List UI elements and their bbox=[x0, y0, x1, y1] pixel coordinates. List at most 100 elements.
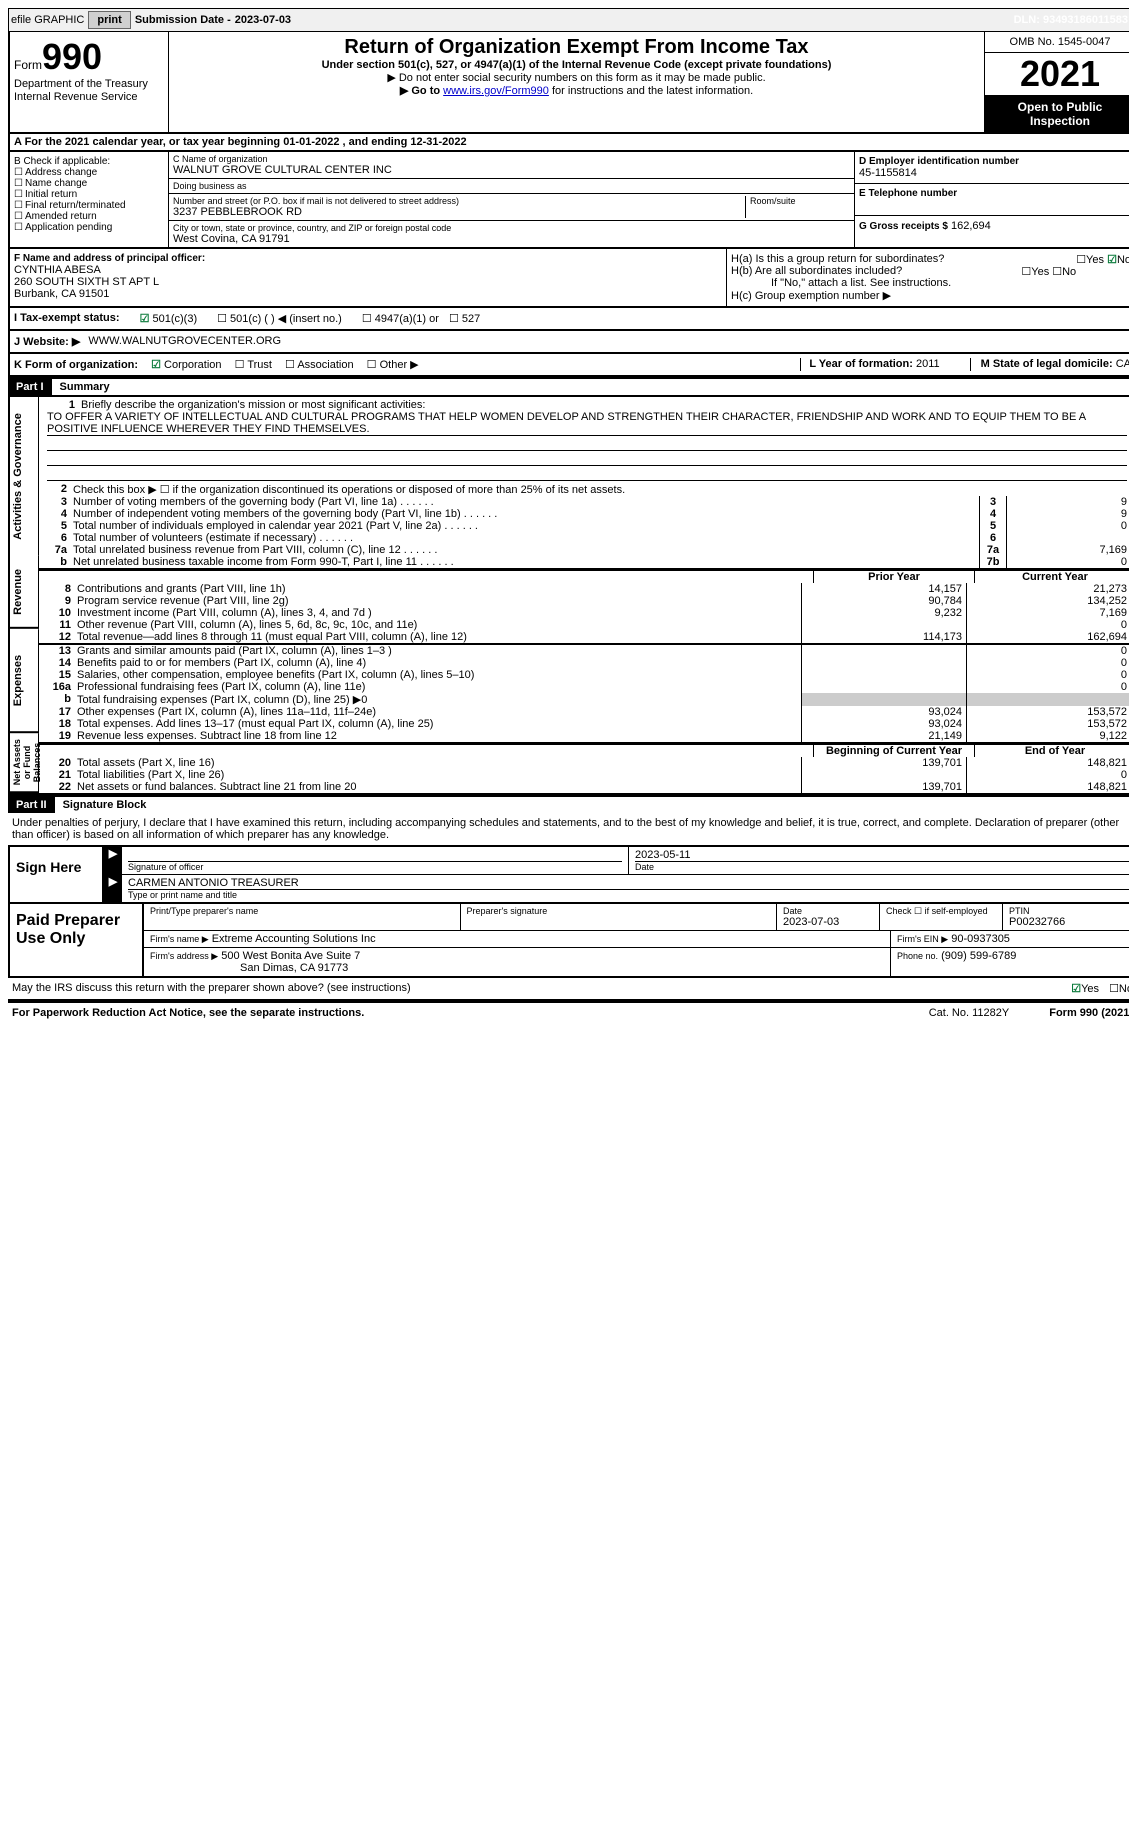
section-fh: F Name and address of principal officer:… bbox=[8, 249, 1129, 308]
summary-line: 21Total liabilities (Part X, line 26)0 bbox=[39, 769, 1129, 781]
note-goto: ▶ Go to www.irs.gov/Form990 for instruct… bbox=[173, 84, 980, 97]
chk-assoc[interactable]: ☐ Association bbox=[285, 359, 354, 371]
hb-note: If "No," attach a list. See instructions… bbox=[731, 277, 1129, 289]
chk-4947[interactable]: ☐ 4947(a)(1) or bbox=[362, 312, 439, 325]
firm-phone: (909) 599-6789 bbox=[941, 950, 1016, 962]
ha-row: H(a) Is this a group return for subordin… bbox=[731, 253, 1129, 265]
prep-date: 2023-07-03 bbox=[783, 916, 873, 928]
expenses-group: 13Grants and similar amounts paid (Part … bbox=[39, 645, 1129, 744]
summary-line: 3Number of voting members of the governi… bbox=[39, 496, 1129, 508]
line2: Check this box ▶ ☐ if the organization d… bbox=[73, 483, 1129, 496]
summary-line: 11Other revenue (Part VIII, column (A), … bbox=[39, 619, 1129, 631]
form-no-footer: Form 990 (2021) bbox=[1049, 1007, 1129, 1019]
chk-501c3[interactable]: ☑ 501(c)(3) bbox=[140, 312, 198, 325]
current-year-head: Current Year bbox=[974, 571, 1129, 583]
eoy-head: End of Year bbox=[974, 745, 1129, 757]
prep-sig-label: Preparer's signature bbox=[467, 906, 771, 916]
summary-line: 5Total number of individuals employed in… bbox=[39, 520, 1129, 532]
vtab-revenue: Revenue bbox=[10, 556, 39, 629]
sig-date: 2023-05-11 bbox=[635, 849, 1129, 861]
form-header: Form990 Department of the Treasury Inter… bbox=[8, 32, 1129, 134]
line1-label: Briefly describe the organization's miss… bbox=[81, 399, 1123, 411]
prep-self-label: Check ☐ if self-employed bbox=[886, 906, 996, 917]
chk-amended[interactable]: ☐Amended return bbox=[14, 211, 164, 222]
paid-preparer-label: Paid Preparer Use Only bbox=[10, 904, 142, 976]
discuss-no[interactable]: ☐No bbox=[1109, 982, 1129, 995]
submission-date: 2023-07-03 bbox=[235, 14, 291, 26]
dln: DLN: 93493186011583 bbox=[1014, 14, 1129, 26]
firm-addr1: 500 West Bonita Ave Suite 7 bbox=[221, 950, 360, 962]
officer-name: CYNTHIA ABESA bbox=[14, 264, 722, 276]
signer-name-label: Type or print name and title bbox=[128, 889, 1129, 900]
summary-line: bNet unrelated business taxable income f… bbox=[39, 556, 1129, 568]
form-number: Form990 bbox=[14, 36, 164, 78]
year-formation: L Year of formation: 2011 bbox=[809, 358, 939, 371]
vtab-expenses: Expenses bbox=[10, 629, 39, 733]
chk-address[interactable]: ☐Address change bbox=[14, 167, 164, 178]
sign-here-block: Sign Here ▶ Signature of officer 2023-05… bbox=[8, 845, 1129, 904]
vtab-activities: Activities & Governance bbox=[10, 397, 39, 556]
mission-text: TO OFFER A VARIETY OF INTELLECTUAL AND C… bbox=[47, 411, 1127, 436]
footer: For Paperwork Reduction Act Notice, see … bbox=[8, 1001, 1129, 1023]
activities-group: 1Briefly describe the organization's mis… bbox=[39, 397, 1129, 570]
tel-value bbox=[859, 199, 1129, 211]
chk-527[interactable]: ☐ 527 bbox=[449, 312, 480, 325]
summary-line: 16aProfessional fundraising fees (Part I… bbox=[39, 681, 1129, 693]
dba-label: Doing business as bbox=[173, 181, 850, 191]
prior-year-head: Prior Year bbox=[813, 571, 974, 583]
irs-link[interactable]: www.irs.gov/Form990 bbox=[443, 85, 549, 97]
row-a-tax-year: A For the 2021 calendar year, or tax yea… bbox=[8, 134, 1129, 152]
part2-header: Part II Signature Block bbox=[8, 795, 1129, 813]
summary-line: 7aTotal unrelated business revenue from … bbox=[39, 544, 1129, 556]
chk-trust[interactable]: ☐ Trust bbox=[235, 359, 272, 371]
officer-addr1: 260 SOUTH SIXTH ST APT L bbox=[14, 276, 722, 288]
sig-intro: Under penalties of perjury, I declare th… bbox=[8, 813, 1129, 845]
col-d-ein: D Employer identification number 45-1155… bbox=[854, 152, 1129, 247]
firm-name-label: Firm's name ▶ bbox=[150, 934, 209, 944]
form-subtitle: Under section 501(c), 527, or 4947(a)(1)… bbox=[173, 59, 980, 71]
paid-preparer-block: Paid Preparer Use Only Print/Type prepar… bbox=[8, 904, 1129, 978]
gross-label: G Gross receipts $ bbox=[859, 221, 948, 232]
hb-row: H(b) Are all subordinates included? ☐Yes… bbox=[731, 265, 1129, 277]
summary-line: 13Grants and similar amounts paid (Part … bbox=[39, 645, 1129, 657]
vtab-netassets: Net Assets or Fund Balances bbox=[10, 733, 39, 793]
arrow-icon: ▶ bbox=[104, 875, 122, 902]
chk-name[interactable]: ☐Name change bbox=[14, 178, 164, 189]
col-b-head: B Check if applicable: bbox=[14, 156, 164, 167]
sig-officer-label: Signature of officer bbox=[128, 861, 622, 872]
chk-other[interactable]: ☐ Other ▶ bbox=[367, 359, 419, 371]
org-name: WALNUT GROVE CULTURAL CENTER INC bbox=[173, 164, 850, 176]
open-to-public: Open to Public Inspection bbox=[985, 96, 1129, 132]
arrow-icon: ▶ bbox=[104, 847, 122, 874]
firm-phone-label: Phone no. bbox=[897, 951, 938, 961]
summary-line: 14Benefits paid to or for members (Part … bbox=[39, 657, 1129, 669]
summary-line: 4Number of independent voting members of… bbox=[39, 508, 1129, 520]
firm-ein-label: Firm's EIN ▶ bbox=[897, 934, 948, 944]
chk-initial[interactable]: ☐Initial return bbox=[14, 189, 164, 200]
chk-final[interactable]: ☐Final return/terminated bbox=[14, 200, 164, 211]
firm-addr-label: Firm's address ▶ bbox=[150, 951, 218, 961]
gross-value: 162,694 bbox=[951, 220, 991, 232]
hc-row: H(c) Group exemption number ▶ bbox=[731, 289, 1129, 302]
website-value: WWW.WALNUTGROVECENTER.ORG bbox=[88, 335, 281, 348]
addr-value: 3237 PEBBLEBROOK RD bbox=[173, 206, 745, 218]
tax-year: 2021 bbox=[985, 53, 1129, 96]
room-label: Room/suite bbox=[750, 196, 850, 206]
firm-name: Extreme Accounting Solutions Inc bbox=[212, 933, 376, 945]
summary-line: 6Total number of volunteers (estimate if… bbox=[39, 532, 1129, 544]
state-domicile: M State of legal domicile: CA bbox=[970, 358, 1129, 371]
print-button[interactable]: print bbox=[88, 11, 130, 29]
tel-label: E Telephone number bbox=[859, 188, 1129, 199]
chk-pending[interactable]: ☐Application pending bbox=[14, 222, 164, 233]
part1-header: Part I Summary bbox=[8, 377, 1129, 395]
ptin-value: P00232766 bbox=[1009, 916, 1129, 928]
addr-label: Number and street (or P.O. box if mail i… bbox=[173, 196, 745, 206]
chk-501c[interactable]: ☐ 501(c) ( ) ◀ (insert no.) bbox=[217, 312, 342, 325]
chk-corp[interactable]: ☑ Corporation bbox=[151, 359, 221, 371]
firm-ein: 90-0937305 bbox=[951, 933, 1010, 945]
col-b-checkboxes: B Check if applicable: ☐Address change ☐… bbox=[10, 152, 169, 247]
ein-value: 45-1155814 bbox=[859, 167, 1129, 179]
discuss-yes[interactable]: ☑Yes bbox=[1071, 982, 1099, 995]
officer-addr2: Burbank, CA 91501 bbox=[14, 288, 722, 300]
row-j-website: J Website: ▶ WWW.WALNUTGROVECENTER.ORG bbox=[8, 331, 1129, 354]
